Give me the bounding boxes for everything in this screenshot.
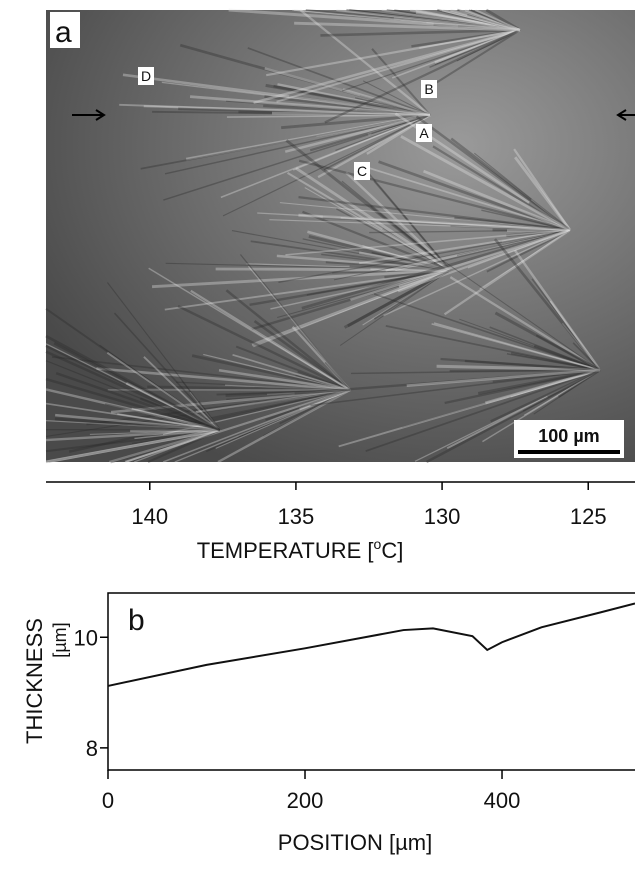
y-axis-title: THICKNESS [22,618,47,744]
axis-title: TEMPERATURE [oC] [197,536,404,563]
x-tick-label: 125 [570,504,607,529]
x-tick-label: 135 [278,504,315,529]
x-axis-title: POSITION [µm] [278,830,432,855]
marker: C [357,163,367,179]
streak [507,230,570,231]
x-tick-label: 0 [102,788,114,813]
x-tick-label: 400 [484,788,521,813]
y-axis-unit: [µm] [50,622,70,657]
x-tick-label: 140 [131,504,168,529]
data-line [108,604,635,686]
panel-label: b [128,604,145,637]
marker: B [424,81,433,97]
panel-label: a [55,16,72,49]
marker: A [419,125,429,141]
marker: D [141,68,151,84]
x-tick-label: 130 [424,504,461,529]
y-tick-label: 10 [74,625,98,650]
plot-frame [108,593,635,770]
y-tick-label: 8 [86,736,98,761]
scale-bar-label: 100 µm [538,426,599,446]
x-tick-label: 200 [287,788,324,813]
